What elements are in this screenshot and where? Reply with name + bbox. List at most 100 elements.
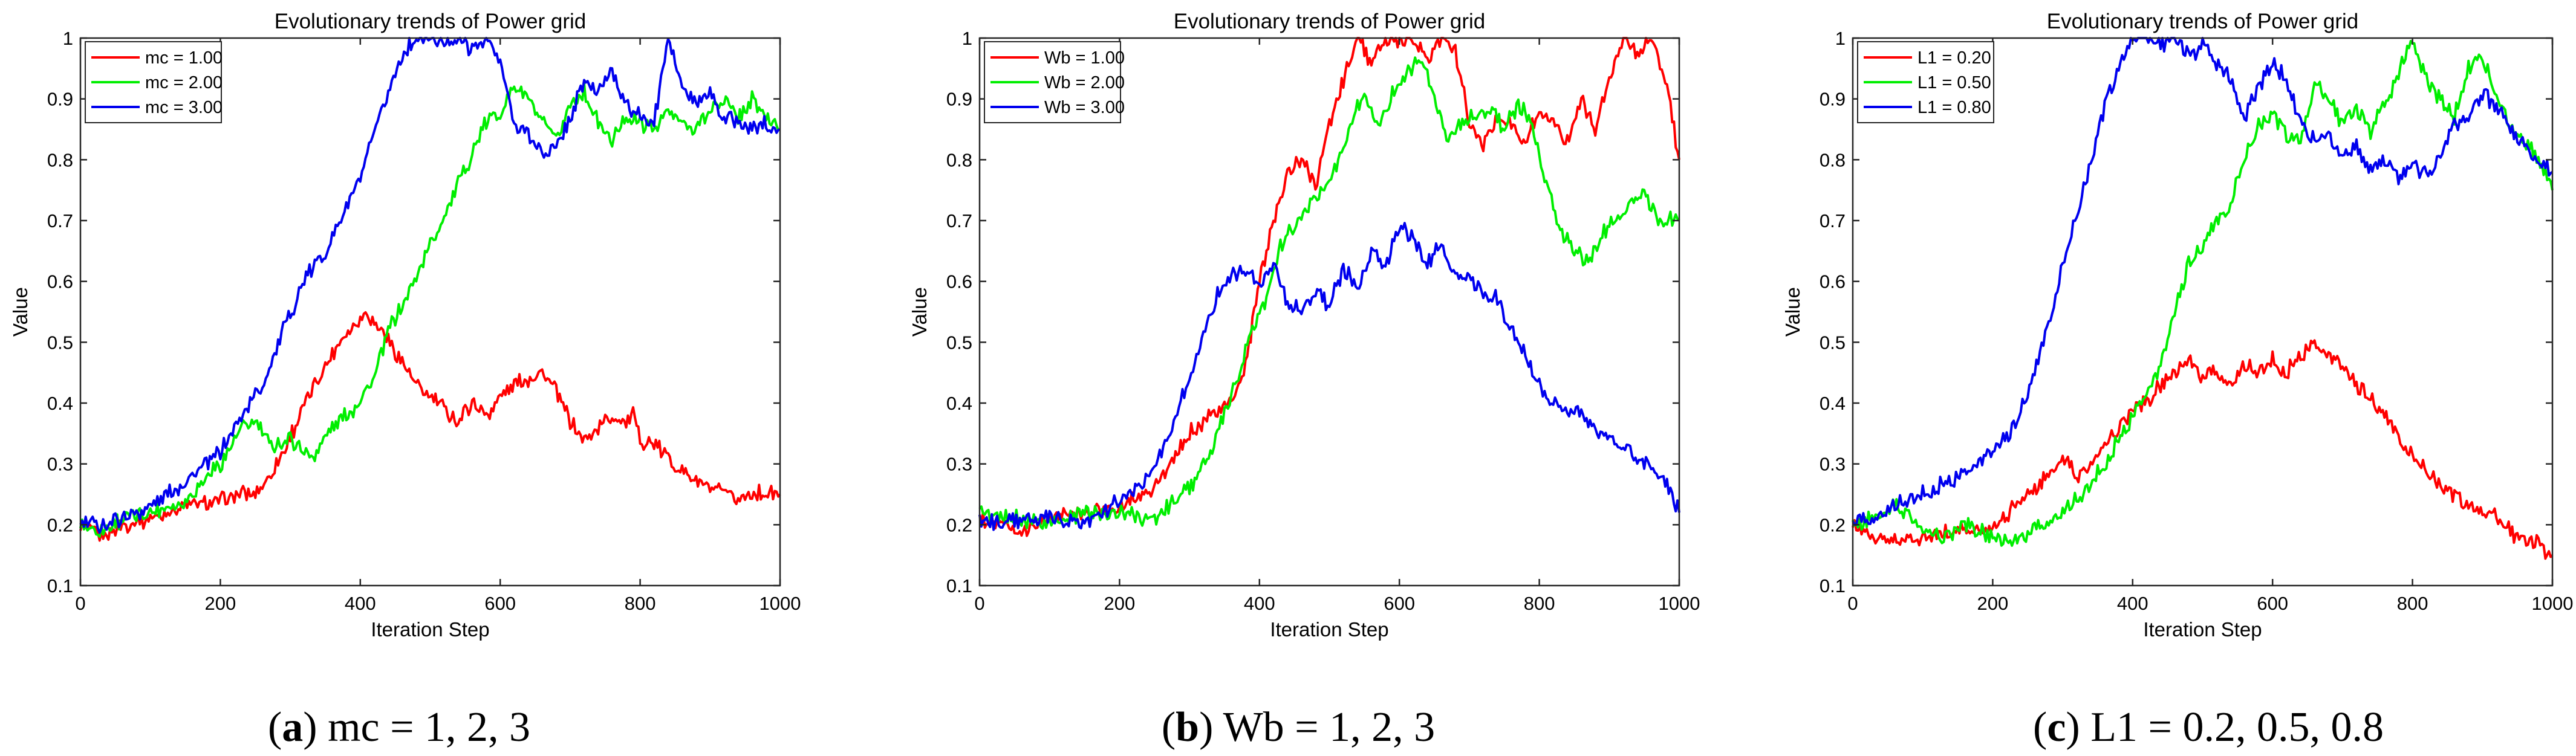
y-tick-label: 0.3 (946, 454, 972, 475)
series-line-2 (79, 82, 781, 538)
y-tick-label: 0.3 (47, 454, 73, 475)
y-tick-label: 0.7 (47, 210, 73, 231)
y-tick-label: 0.9 (1820, 89, 1846, 110)
y-tick-label: 0.3 (1820, 454, 1846, 475)
y-tick-label: 0.6 (946, 271, 972, 292)
y-tick-label: 0.5 (946, 332, 972, 353)
y-axis-label: Value (908, 287, 931, 337)
caption-open-paren: ( (2033, 704, 2047, 751)
x-tick-label: 0 (974, 593, 984, 614)
x-tick-label: 1000 (1659, 593, 1700, 614)
x-axis-label: Iteration Step (371, 618, 489, 641)
x-tick-label: 800 (625, 593, 656, 614)
axes-frame (79, 37, 781, 587)
x-tick-label: 400 (1244, 593, 1275, 614)
legend-label: mc = 2.00 (145, 73, 223, 92)
y-tick-label: 0.6 (1820, 271, 1846, 292)
y-tick-label: 0.8 (946, 149, 972, 170)
y-tick-label: 0.8 (1820, 149, 1846, 170)
legend-label: L1 = 0.20 (1917, 48, 1991, 68)
x-tick-label: 1000 (759, 593, 801, 614)
legend-label: L1 = 0.50 (1917, 73, 1991, 92)
y-tick-label: 1 (962, 28, 972, 49)
caption-close-paren: ) (303, 704, 317, 751)
chart-title: Evolutionary trends of Power grid (1174, 10, 1486, 33)
caption-text: L1 = 0.2, 0.5, 0.8 (2080, 704, 2384, 751)
y-tick-label: 0.6 (47, 271, 73, 292)
y-tick-label: 0.7 (1820, 210, 1846, 231)
caption-open-paren: ( (1162, 704, 1176, 751)
caption-close-paren: ) (2066, 704, 2080, 751)
chart-panel-1: 0 200 400 600 800 1000 0.1 0.2 0.3 0.4 0.5 0.6 0.7 0.… (9, 10, 801, 751)
subfigure-caption: (c) L1 = 0.2, 0.5, 0.8 (2033, 704, 2384, 751)
y-tick-label: 1 (1835, 28, 1846, 49)
x-tick-label: 200 (205, 593, 236, 614)
y-axis-label: Value (1781, 287, 1804, 337)
y-tick-label: 0.9 (47, 89, 73, 110)
x-tick-label: 400 (2117, 593, 2148, 614)
series-line-1 (978, 37, 1680, 537)
series-line-2 (1852, 40, 2554, 547)
chart-panel-2: 0 200 400 600 800 1000 0.1 0.2 0.3 0.4 0.5 0.6 0.7 0.… (908, 10, 1700, 751)
legend: mc = 1.00 mc = 2.00 mc = 3.00 (85, 41, 223, 123)
series-line-3 (978, 222, 1680, 531)
x-tick-label: 200 (1977, 593, 2009, 614)
caption-letter: c (2047, 704, 2066, 751)
subfigure-caption: (b) Wb = 1, 2, 3 (1162, 704, 1435, 751)
x-tick-label: 400 (345, 593, 376, 614)
caption-close-paren: ) (1199, 704, 1213, 751)
y-axis-label: Value (9, 287, 31, 337)
x-tick-label: 800 (2397, 593, 2428, 614)
chart-title: Evolutionary trends of Power grid (275, 10, 587, 33)
caption-text: mc = 1, 2, 3 (317, 704, 531, 751)
legend-label: Wb = 2.00 (1044, 73, 1125, 92)
y-tick-label: 0.4 (47, 393, 73, 414)
axes-frame (978, 37, 1680, 587)
legend-label: mc = 3.00 (145, 98, 223, 117)
y-tick-label: 0.8 (47, 149, 73, 170)
axes-frame (1852, 37, 2554, 587)
y-tick-label: 0.7 (946, 210, 972, 231)
series-line-2 (978, 56, 1680, 530)
x-tick-label: 600 (484, 593, 516, 614)
y-tick-label: 0.5 (1820, 332, 1846, 353)
x-tick-label: 1000 (2532, 593, 2574, 614)
subfigure-caption: (a) mc = 1, 2, 3 (268, 704, 530, 751)
y-tick-label: 0.4 (1820, 393, 1846, 414)
x-axis-label: Iteration Step (2143, 618, 2262, 641)
x-tick-label: 600 (2257, 593, 2288, 614)
y-tick-label: 0.2 (47, 514, 73, 535)
y-tick-label: 0.2 (946, 514, 972, 535)
legend: Wb = 1.00 Wb = 2.00 Wb = 3.00 (984, 41, 1125, 123)
legend-label: Wb = 3.00 (1044, 98, 1125, 117)
x-axis-label: Iteration Step (1270, 618, 1388, 641)
y-tick-label: 0.5 (47, 332, 73, 353)
y-tick-label: 0.2 (1820, 514, 1846, 535)
legend: L1 = 0.20 L1 = 0.50 L1 = 0.80 (1857, 41, 1994, 123)
series-line-3 (79, 37, 781, 534)
x-tick-label: 0 (75, 593, 85, 614)
x-tick-label: 200 (1104, 593, 1136, 614)
x-tick-label: 800 (1524, 593, 1555, 614)
plot-area (1853, 38, 2552, 586)
chart-panel-3: 0 200 400 600 800 1000 0.1 0.2 0.3 0.4 0.5 0.6 0.7 0.… (1781, 10, 2573, 751)
plot-area (980, 38, 1679, 586)
y-tick-label: 0.1 (946, 575, 972, 596)
series-line-1 (79, 311, 781, 542)
y-tick-label: 0.1 (47, 575, 73, 596)
y-tick-label: 0.1 (1820, 575, 1846, 596)
y-tick-label: 1 (63, 28, 73, 49)
caption-open-paren: ( (268, 704, 282, 751)
caption-letter: b (1176, 704, 1199, 751)
legend-label: mc = 1.00 (145, 48, 223, 68)
y-tick-label: 0.9 (946, 89, 972, 110)
legend-label: Wb = 1.00 (1044, 48, 1125, 68)
x-tick-label: 600 (1384, 593, 1415, 614)
x-tick-label: 0 (1847, 593, 1858, 614)
caption-text: Wb = 1, 2, 3 (1213, 704, 1435, 751)
y-tick-label: 0.4 (946, 393, 972, 414)
legend-label: L1 = 0.80 (1917, 98, 1991, 117)
chart-title: Evolutionary trends of Power grid (2047, 10, 2359, 33)
caption-letter: a (282, 704, 303, 751)
